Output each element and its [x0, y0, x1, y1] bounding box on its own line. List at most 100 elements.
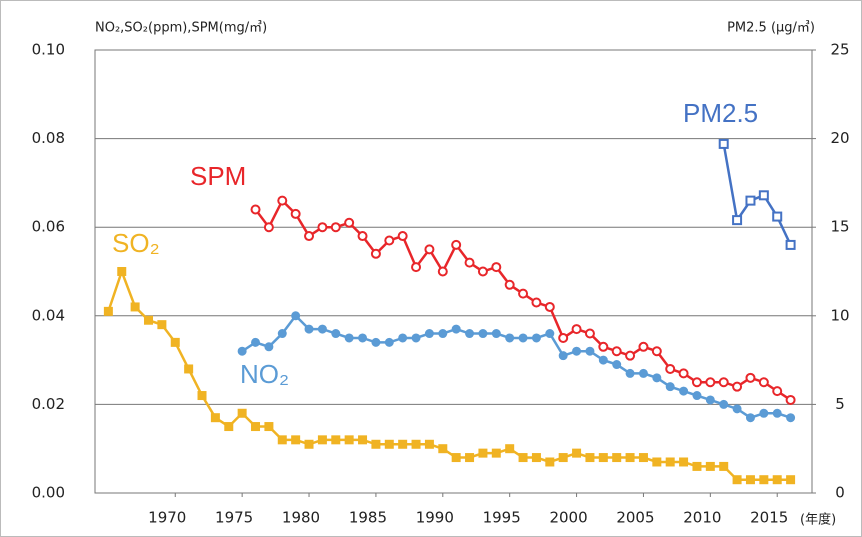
x-tick-label: 2005 — [616, 509, 654, 527]
marker — [612, 453, 622, 463]
marker — [317, 435, 327, 445]
y-tick-label: 0.08 — [32, 129, 65, 147]
marker — [585, 453, 595, 463]
marker — [437, 266, 448, 277]
marker — [358, 435, 368, 445]
y2-tick-label: 5 — [835, 395, 845, 413]
marker — [772, 408, 782, 418]
marker — [344, 217, 355, 228]
marker — [224, 422, 234, 432]
marker — [531, 297, 542, 308]
marker — [144, 315, 154, 325]
marker — [317, 222, 328, 233]
marker — [518, 288, 529, 299]
marker — [625, 350, 636, 361]
marker — [251, 422, 261, 432]
x-tick-label: 1985 — [349, 509, 387, 527]
marker — [545, 457, 555, 467]
marker — [652, 457, 662, 467]
marker — [719, 461, 729, 471]
marker — [331, 435, 341, 445]
marker — [290, 208, 301, 219]
y-axis-label: NO₂,SO₂(ppm),SPM(mg/㎥) — [95, 21, 267, 36]
x-tick-label: 2010 — [683, 509, 721, 527]
marker — [438, 444, 448, 454]
marker — [585, 346, 595, 356]
marker — [370, 248, 381, 259]
marker — [719, 399, 729, 409]
marker — [572, 346, 582, 356]
y2-tick-label: 25 — [830, 41, 849, 59]
marker — [692, 391, 702, 401]
marker — [786, 413, 796, 423]
marker — [518, 453, 528, 463]
marker — [398, 439, 408, 449]
marker — [411, 439, 421, 449]
y-tick-label: 0.06 — [32, 218, 65, 236]
marker — [478, 448, 488, 458]
marker — [397, 231, 408, 242]
marker — [371, 337, 381, 347]
marker — [732, 215, 743, 226]
marker — [264, 422, 274, 432]
marker — [705, 395, 715, 405]
marker — [758, 377, 769, 388]
marker — [758, 190, 769, 201]
marker — [344, 435, 354, 445]
marker — [451, 239, 462, 250]
marker — [718, 377, 729, 388]
marker — [264, 342, 274, 352]
marker — [665, 363, 676, 374]
marker — [732, 381, 743, 392]
marker — [745, 413, 755, 423]
marker — [197, 391, 207, 401]
marker — [785, 394, 796, 405]
marker — [277, 195, 288, 206]
marker — [638, 368, 648, 378]
marker — [691, 377, 702, 388]
marker — [317, 324, 327, 334]
marker — [651, 346, 662, 357]
marker — [251, 337, 261, 347]
marker — [491, 448, 501, 458]
marker — [545, 329, 555, 339]
marker — [705, 377, 716, 388]
marker — [130, 302, 140, 312]
series-label: PM2.5 — [683, 98, 758, 128]
series-label: SPM — [190, 161, 246, 191]
x-tick-label: 1970 — [148, 509, 186, 527]
marker — [170, 337, 180, 347]
marker — [411, 333, 421, 343]
marker — [598, 341, 609, 352]
marker — [465, 453, 475, 463]
marker — [786, 475, 796, 485]
marker — [772, 475, 782, 485]
marker — [679, 457, 689, 467]
x-tick-label: 1990 — [416, 509, 454, 527]
x-tick-label: 1995 — [483, 509, 521, 527]
marker — [692, 461, 702, 471]
marker — [558, 453, 568, 463]
marker — [611, 346, 622, 357]
marker — [330, 222, 341, 233]
y-tick-label: 0.04 — [32, 306, 65, 324]
x-tick-label: 2000 — [549, 509, 587, 527]
marker — [465, 329, 475, 339]
marker — [438, 329, 448, 339]
marker — [117, 267, 127, 276]
marker — [504, 279, 515, 290]
marker — [384, 235, 395, 246]
y-tick-label: 0.02 — [32, 395, 65, 413]
marker — [464, 257, 475, 268]
marker — [250, 204, 261, 215]
marker — [424, 329, 434, 339]
marker — [558, 351, 568, 361]
marker — [331, 329, 341, 339]
marker — [745, 372, 756, 383]
marker — [210, 413, 220, 423]
marker — [357, 231, 368, 242]
marker — [304, 231, 315, 242]
y2-tick-label: 15 — [830, 218, 849, 236]
marker — [358, 333, 368, 343]
